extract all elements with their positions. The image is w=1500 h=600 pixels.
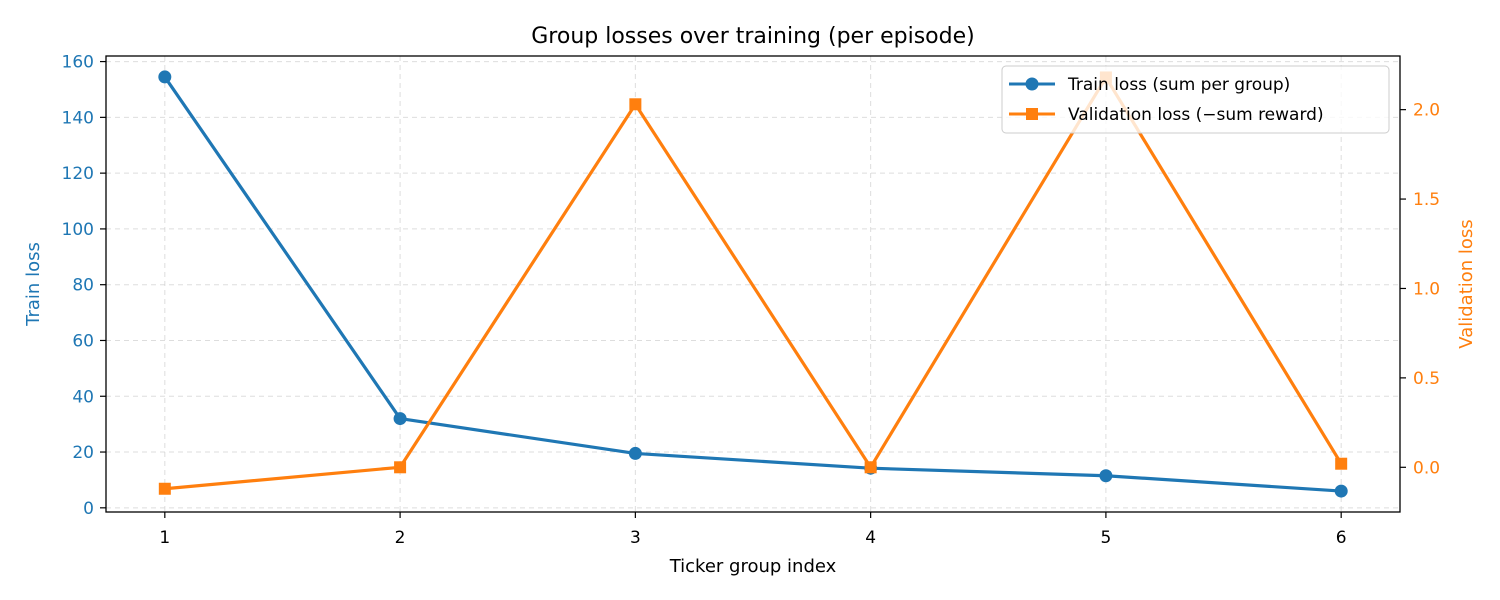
series-layer (158, 70, 1348, 498)
y-left-tick-label: 120 (62, 164, 94, 184)
legend-validation-marker (1026, 108, 1038, 120)
x-tick-label: 1 (159, 528, 170, 548)
validation-loss-point (394, 461, 407, 474)
y-axis-left-label: Train loss (23, 242, 44, 327)
train-loss-point (393, 412, 407, 426)
y-left-tick-label: 160 (62, 53, 94, 73)
plot-frame (105, 55, 1401, 513)
x-tick-label: 2 (395, 528, 406, 548)
y-left-tick-label: 0 (83, 499, 94, 519)
legend-train-label: Train loss (sum per group) (1067, 75, 1290, 95)
legend-box (1001, 65, 1390, 134)
y-left-tick-label: 100 (62, 220, 94, 240)
x-axis-label: Ticker group index (669, 556, 837, 577)
validation-loss-point (629, 98, 642, 111)
legend: Train loss (sum per group) Validation lo… (1001, 65, 1390, 134)
train-loss-point (1334, 484, 1348, 498)
train-loss-point (158, 70, 172, 84)
validation-loss-line (164, 75, 1343, 491)
y-axis-left-ticks: 0 20 40 60 80 100 120 140 160 (62, 53, 106, 519)
validation-loss-point (158, 482, 171, 495)
x-tick-label: 4 (865, 528, 876, 548)
chart-title: Group losses over training (per episode) (531, 24, 974, 49)
x-tick-label: 5 (1100, 528, 1111, 548)
x-tick-label: 6 (1336, 528, 1347, 548)
train-loss-point (628, 446, 642, 460)
y-axis-right-label: Validation loss (1456, 219, 1477, 348)
legend-validation-label: Validation loss (−sum reward) (1068, 105, 1324, 125)
y-right-tick-label: 0.5 (1413, 369, 1440, 389)
validation-loss-point (864, 461, 877, 474)
validation-loss-point (1335, 457, 1348, 470)
y-left-tick-label: 80 (72, 276, 94, 296)
train-loss-line (163, 76, 1342, 493)
y-right-tick-label: 1.0 (1413, 279, 1440, 299)
x-axis-ticks: 1 2 3 4 5 6 (159, 512, 1347, 548)
train-loss-point (1099, 469, 1113, 483)
y-left-tick-label: 40 (72, 387, 94, 407)
x-tick-label: 3 (630, 528, 641, 548)
y-left-tick-label: 60 (72, 331, 94, 351)
y-right-tick-label: 1.5 (1413, 190, 1440, 210)
y-right-tick-label: 2.0 (1413, 101, 1440, 121)
legend-train-marker (1025, 77, 1039, 91)
y-left-tick-label: 140 (62, 108, 94, 128)
y-left-tick-label: 20 (72, 443, 94, 463)
y-right-tick-label: 0.0 (1413, 458, 1440, 478)
y-axis-right-ticks: 0.0 0.5 1.0 1.5 2.0 (1400, 101, 1440, 478)
